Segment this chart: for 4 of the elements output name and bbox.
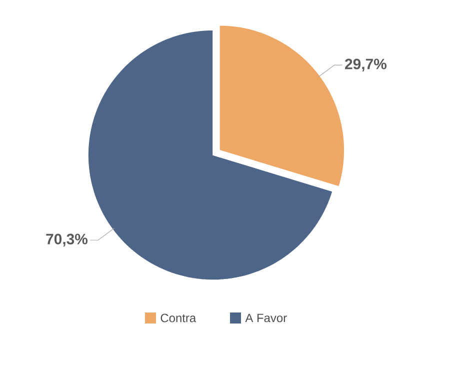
data-label: 70,3% <box>46 234 88 247</box>
legend-label: Contra <box>160 314 196 322</box>
legend-label: A Favor <box>245 314 287 322</box>
data-label: 29,7% <box>345 58 386 72</box>
